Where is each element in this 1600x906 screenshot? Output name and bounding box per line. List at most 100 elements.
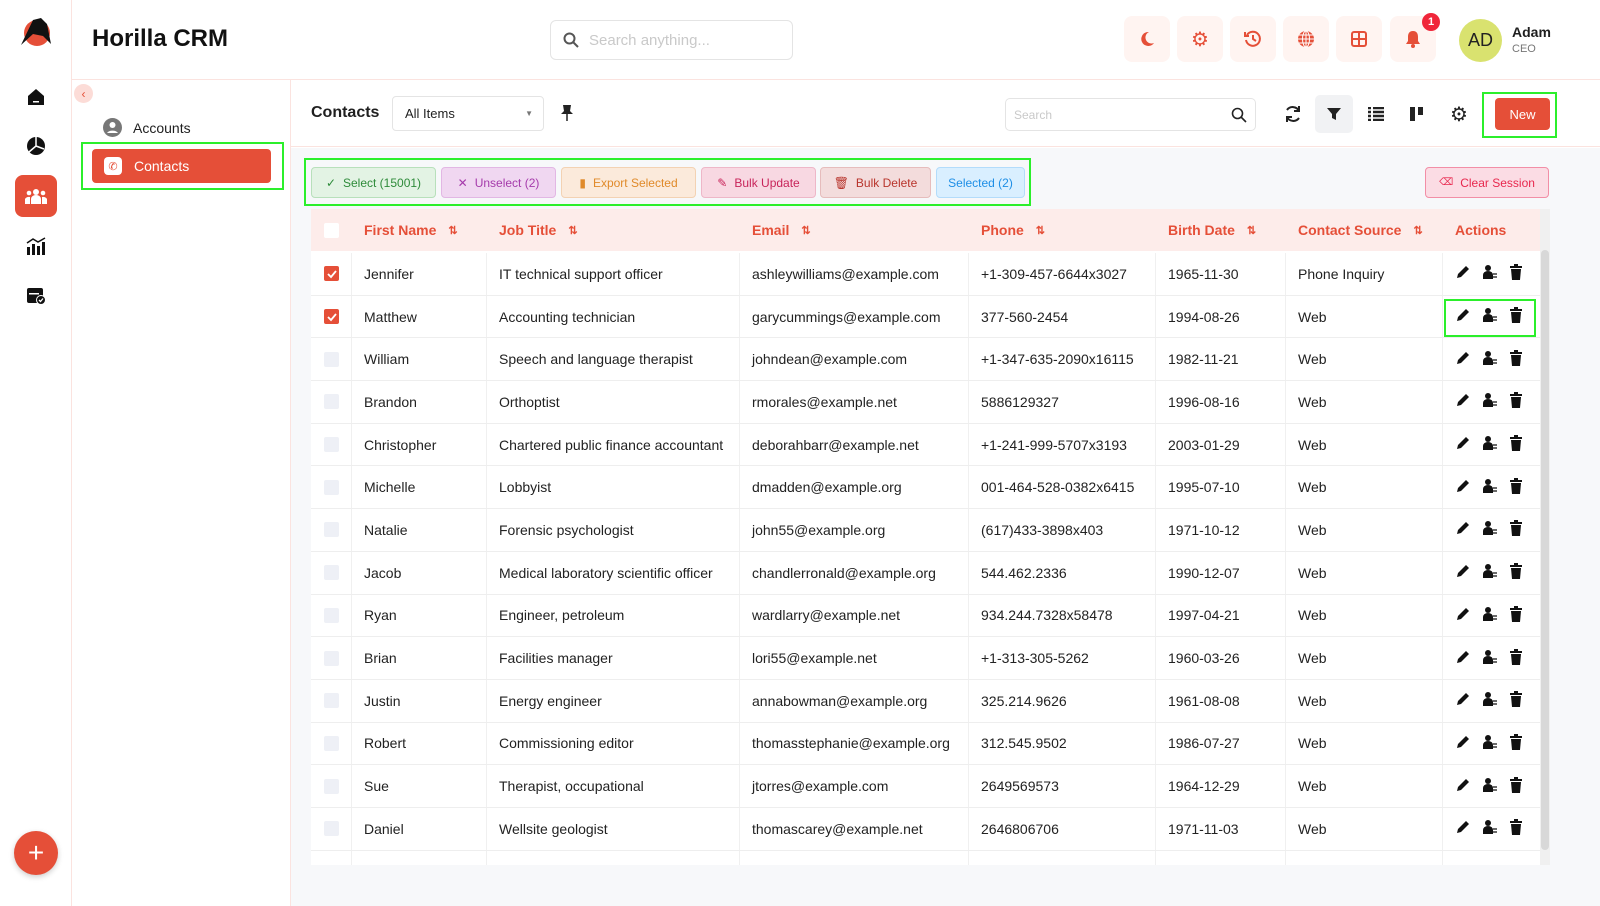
delete-icon[interactable] bbox=[1509, 435, 1523, 454]
filter-button[interactable] bbox=[1315, 95, 1353, 133]
history-button[interactable] bbox=[1230, 16, 1276, 62]
edit-icon[interactable] bbox=[1455, 435, 1471, 454]
row-checkbox[interactable] bbox=[324, 650, 339, 666]
list-settings-button[interactable]: ⚙ bbox=[1440, 95, 1478, 133]
delete-icon[interactable] bbox=[1509, 733, 1523, 753]
table-row[interactable]: Ryan Engineer, petroleum wardlarry@examp… bbox=[311, 594, 1540, 638]
analytics-icon[interactable] bbox=[15, 225, 57, 267]
cell-first-name[interactable]: Michelle bbox=[352, 466, 487, 509]
delete-icon[interactable] bbox=[1509, 605, 1523, 625]
select-all-button[interactable]: ✓ Select (15001) bbox=[311, 167, 436, 198]
delete-icon[interactable] bbox=[1509, 819, 1523, 838]
column-birth-date[interactable]: Birth Date ⇅ bbox=[1168, 222, 1257, 238]
cell-first-name[interactable]: Matthew bbox=[352, 295, 487, 338]
global-search[interactable] bbox=[550, 20, 793, 60]
change-owner-icon[interactable] bbox=[1482, 392, 1498, 411]
edit-icon[interactable] bbox=[1455, 777, 1471, 796]
change-owner-icon[interactable] bbox=[1482, 350, 1498, 369]
cell-first-name[interactable]: Jacob bbox=[352, 551, 487, 594]
list-view-button[interactable] bbox=[1357, 95, 1395, 133]
table-row[interactable]: Robert Commissioning editor thomasstepha… bbox=[311, 722, 1540, 766]
table-row[interactable]: Natalie Forensic psychologist john55@exa… bbox=[311, 509, 1540, 552]
edit-icon[interactable] bbox=[1455, 691, 1471, 710]
edit-icon[interactable] bbox=[1455, 563, 1471, 582]
settings-button[interactable]: ⚙ bbox=[1177, 16, 1223, 62]
change-owner-icon[interactable] bbox=[1482, 520, 1498, 539]
table-row[interactable]: Daniel Wellsite geologist thomascarey@ex… bbox=[311, 807, 1540, 851]
edit-icon[interactable] bbox=[1455, 520, 1471, 539]
delete-icon[interactable] bbox=[1509, 648, 1523, 668]
row-checkbox[interactable] bbox=[324, 522, 339, 538]
column-contact-source[interactable]: Contact Source ⇅ bbox=[1298, 222, 1423, 238]
column-email[interactable]: Email ⇅ bbox=[752, 222, 811, 238]
delete-icon[interactable] bbox=[1509, 349, 1523, 369]
table-row[interactable]: Christopher Chartered public finance acc… bbox=[311, 423, 1540, 467]
row-checkbox[interactable] bbox=[324, 693, 339, 709]
edit-icon[interactable] bbox=[1455, 734, 1471, 753]
row-checkbox[interactable] bbox=[324, 821, 339, 837]
row-checkbox[interactable] bbox=[324, 309, 339, 325]
export-selected-button[interactable]: ▮ Export Selected bbox=[561, 167, 696, 198]
delete-icon[interactable] bbox=[1509, 563, 1523, 582]
change-owner-icon[interactable] bbox=[1482, 563, 1498, 582]
edit-icon[interactable] bbox=[1455, 307, 1471, 326]
table-row[interactable]: William Speech and language therapist jo… bbox=[311, 338, 1540, 382]
table-row[interactable]: Michelle Lobbyist dmadden@example.org 00… bbox=[311, 466, 1540, 510]
delete-icon[interactable] bbox=[1509, 307, 1523, 326]
apps-button[interactable] bbox=[1336, 16, 1382, 62]
edit-icon[interactable] bbox=[1455, 350, 1471, 369]
row-checkbox[interactable] bbox=[324, 479, 339, 495]
delete-icon[interactable] bbox=[1509, 776, 1523, 796]
global-search-input[interactable] bbox=[589, 31, 779, 49]
change-owner-icon[interactable] bbox=[1482, 264, 1498, 283]
cell-first-name[interactable]: Brian bbox=[352, 637, 487, 679]
cell-first-name[interactable]: Natalie bbox=[352, 509, 487, 551]
change-owner-icon[interactable] bbox=[1482, 819, 1498, 838]
row-checkbox[interactable] bbox=[324, 778, 339, 794]
change-owner-icon[interactable] bbox=[1482, 649, 1498, 668]
row-checkbox[interactable] bbox=[324, 565, 339, 581]
row-checkbox[interactable] bbox=[324, 351, 339, 367]
home-icon[interactable] bbox=[15, 76, 57, 118]
cell-first-name[interactable]: Jennifer bbox=[352, 253, 487, 295]
table-row[interactable]: Matthew Accounting technician garycummin… bbox=[311, 295, 1540, 339]
list-search-input[interactable] bbox=[1014, 107, 1214, 122]
cell-first-name[interactable]: William bbox=[352, 338, 487, 381]
language-button[interactable] bbox=[1283, 16, 1329, 62]
pin-icon[interactable] bbox=[560, 104, 574, 127]
add-button[interactable]: + bbox=[14, 831, 58, 875]
change-owner-icon[interactable] bbox=[1482, 691, 1498, 710]
cell-first-name[interactable]: Sue bbox=[352, 765, 487, 807]
view-select[interactable]: All Items ▼ bbox=[392, 96, 544, 131]
cell-first-name[interactable]: Brandon bbox=[352, 381, 487, 423]
cell-first-name[interactable]: Ryan bbox=[352, 594, 487, 637]
clear-session-button[interactable]: ⌫ Clear Session bbox=[1425, 167, 1549, 198]
cell-first-name[interactable]: Daniel bbox=[352, 807, 487, 850]
list-search[interactable] bbox=[1005, 98, 1256, 131]
table-row[interactable]: Jacob Medical laboratory scientific offi… bbox=[311, 551, 1540, 595]
bulk-update-button[interactable]: ✎ Bulk Update bbox=[701, 167, 816, 198]
delete-icon[interactable] bbox=[1509, 520, 1523, 539]
change-owner-icon[interactable] bbox=[1482, 606, 1498, 625]
bulk-delete-button[interactable]: 🗑 Bulk Delete bbox=[820, 167, 931, 198]
delete-icon[interactable] bbox=[1509, 691, 1523, 710]
delete-icon[interactable] bbox=[1509, 392, 1523, 411]
scrollbar-thumb[interactable] bbox=[1541, 250, 1549, 850]
delete-icon[interactable] bbox=[1509, 264, 1523, 283]
change-owner-icon[interactable] bbox=[1482, 777, 1498, 796]
selected-count-button[interactable]: Selected (2) bbox=[936, 167, 1025, 198]
row-checkbox[interactable] bbox=[324, 437, 339, 453]
row-checkbox[interactable] bbox=[324, 735, 339, 751]
dark-mode-button[interactable] bbox=[1124, 16, 1170, 62]
table-row[interactable]: Jennifer IT technical support officer as… bbox=[311, 253, 1540, 296]
cell-first-name[interactable]: Justin bbox=[352, 679, 487, 722]
calendar-check-icon[interactable] bbox=[15, 274, 57, 316]
cell-first-name[interactable]: Christopher bbox=[352, 423, 487, 466]
column-first-name[interactable]: First Name ⇅ bbox=[364, 222, 458, 238]
edit-icon[interactable] bbox=[1455, 478, 1471, 497]
unselect-button[interactable]: ✕ Unselect (2) bbox=[441, 167, 556, 198]
table-row[interactable]: Brandon Orthoptist rmorales@example.net … bbox=[311, 381, 1540, 424]
change-owner-icon[interactable] bbox=[1482, 307, 1498, 326]
sidebar-item-accounts[interactable]: Accounts bbox=[103, 118, 191, 137]
sidebar-item-contacts[interactable]: ✆ Contacts bbox=[92, 149, 271, 183]
